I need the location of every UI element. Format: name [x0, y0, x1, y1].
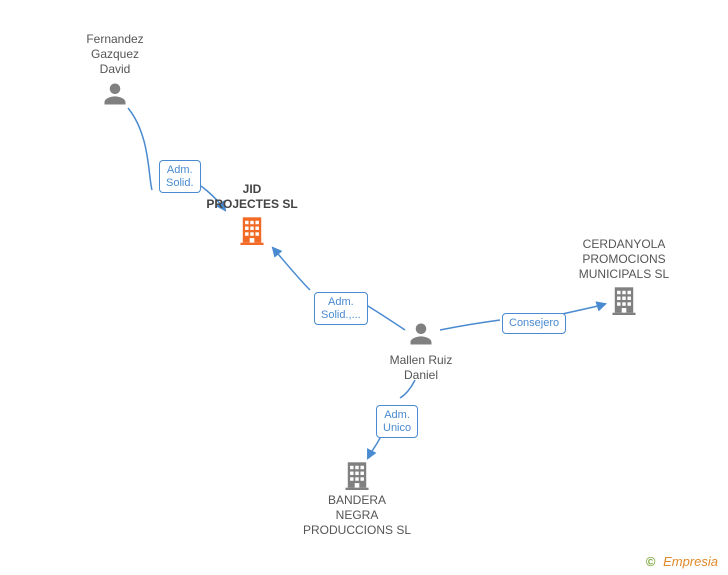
node-label: Mallen Ruiz Daniel [351, 353, 491, 383]
person-icon [101, 80, 129, 108]
watermark: © Empresia [646, 554, 718, 569]
edge-path [273, 248, 310, 290]
person-icon [407, 320, 435, 348]
node-label: Fernandez Gazquez David [45, 32, 185, 77]
building-icon [238, 215, 266, 245]
building-icon [610, 285, 638, 315]
edge-label: Adm. Unico [376, 405, 418, 438]
building-node-icon [610, 285, 638, 320]
building-icon [343, 460, 371, 490]
node-label: CERDANYOLA PROMOCIONS MUNICIPALS SL [554, 237, 694, 282]
person-node-icon [407, 320, 435, 353]
brand-name: Empresia [663, 554, 718, 569]
edge-path [440, 320, 500, 330]
edge-path [128, 108, 152, 190]
building-node-icon [238, 215, 266, 250]
node-label: BANDERA NEGRA PRODUCCIONS SL [287, 493, 427, 538]
node-label: JID PROJECTES SL [182, 182, 322, 212]
person-node-icon [101, 80, 129, 113]
edge-path [562, 304, 605, 314]
copyright-symbol: © [646, 554, 656, 569]
edge-label: Adm. Solid.,... [314, 292, 368, 325]
building-node-icon [343, 460, 371, 495]
edge-label: Consejero [502, 313, 566, 334]
